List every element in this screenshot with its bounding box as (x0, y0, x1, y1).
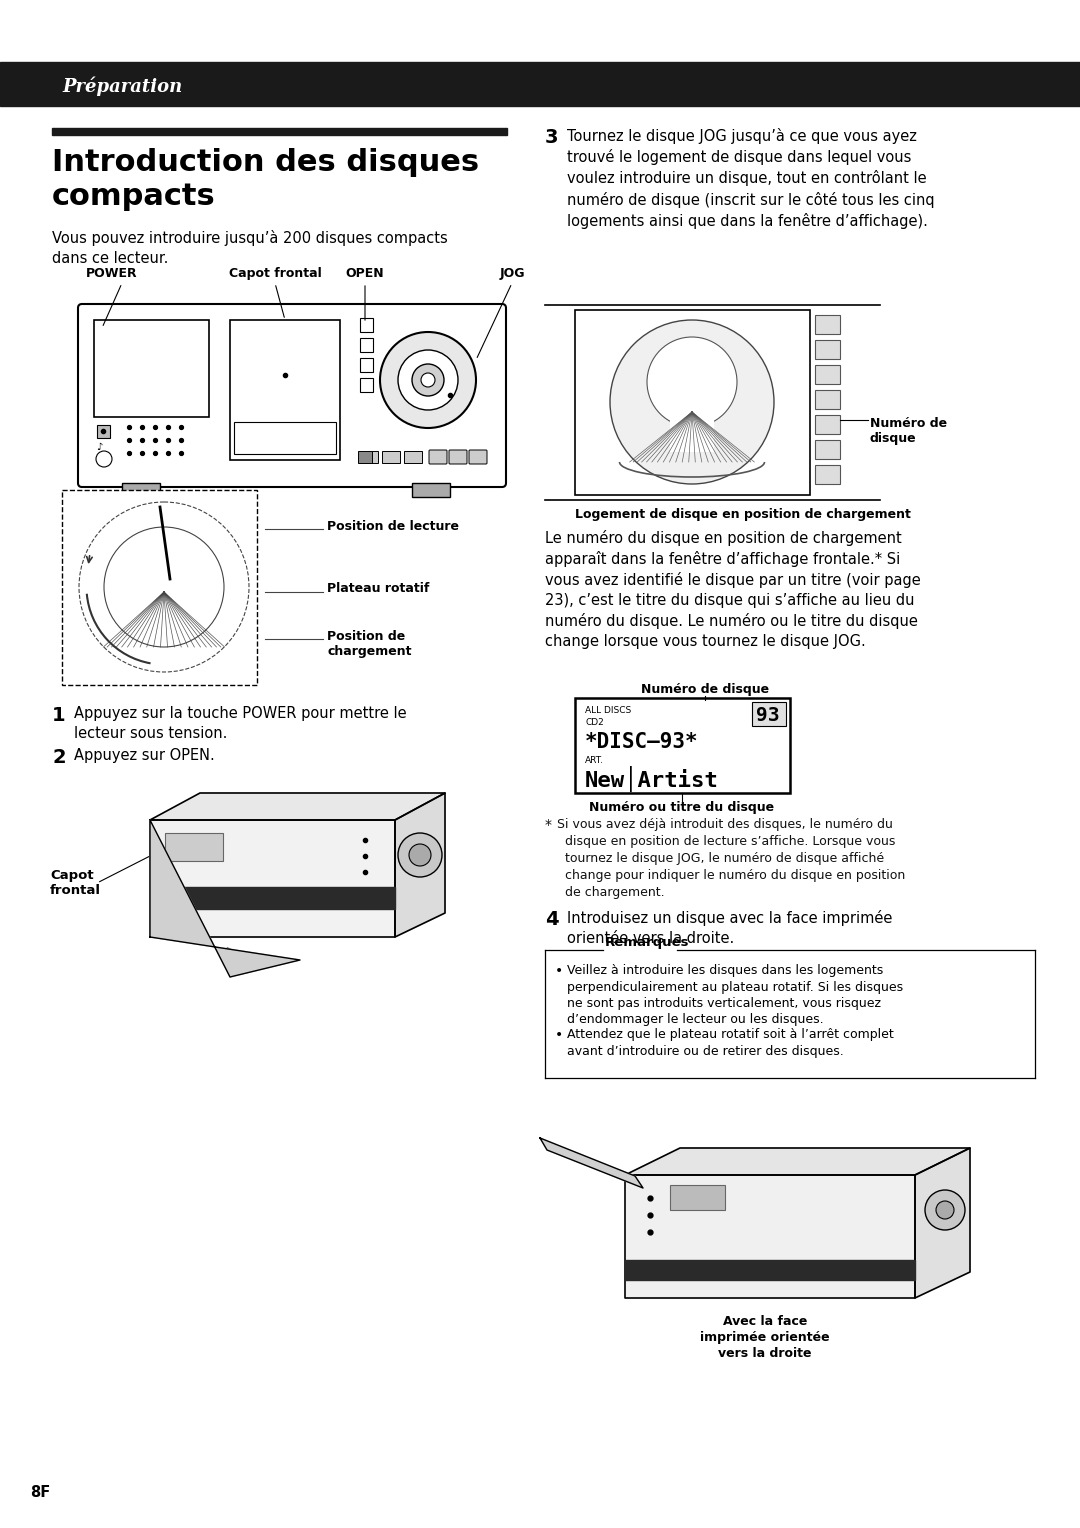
Bar (360, 338, 373, 351)
Bar (411, 483, 450, 497)
Text: ALL DISCS: ALL DISCS (585, 706, 631, 715)
Text: ART.: ART. (585, 756, 604, 766)
Text: •: • (555, 964, 564, 978)
FancyBboxPatch shape (469, 451, 487, 465)
Text: Logement de disque en position de chargement: Logement de disque en position de charge… (575, 507, 910, 521)
Circle shape (409, 843, 431, 866)
FancyBboxPatch shape (429, 451, 447, 465)
Text: Appuyez sur la touche POWER pour mettre le
lecteur sous tension.: Appuyez sur la touche POWER pour mettre … (75, 706, 407, 741)
Bar (0, 63, 1080, 105)
Bar (150, 886, 395, 909)
Text: 8F: 8F (30, 1485, 51, 1500)
Text: Attendez que le plateau rotatif soit à l’arrêt complet
avant d’introduire ou de : Attendez que le plateau rotatif soit à l… (567, 1028, 894, 1057)
Bar (625, 1261, 915, 1280)
Text: frontal: frontal (50, 885, 102, 897)
Circle shape (399, 833, 442, 877)
Bar (357, 451, 372, 463)
Text: Veillez à introduire les disques dans les logements
perpendiculairement au plate: Veillez à introduire les disques dans le… (567, 964, 903, 1027)
Text: Plateau rotatif: Plateau rotatif (327, 582, 430, 596)
Text: ♪: ♪ (96, 442, 103, 452)
Circle shape (924, 1190, 966, 1230)
Text: Vous pouvez introduire jusqu’à 200 disques compacts
dans ce lecteur.: Vous pouvez introduire jusqu’à 200 disqu… (52, 231, 448, 266)
Circle shape (647, 338, 737, 426)
Text: Numéro de
disque: Numéro de disque (870, 417, 947, 445)
Circle shape (411, 364, 444, 396)
Bar (360, 377, 373, 393)
Text: 3: 3 (545, 128, 558, 147)
Text: Position de: Position de (327, 630, 405, 642)
Bar (815, 315, 840, 335)
Bar (670, 1186, 725, 1210)
Bar (815, 416, 840, 434)
Text: 93: 93 (756, 706, 780, 724)
Circle shape (380, 332, 476, 428)
Bar (815, 390, 840, 410)
Text: Si vous avez déjà introduit des disques, le numéro du
  disque en position de le: Si vous avez déjà introduit des disques,… (557, 817, 905, 898)
Bar (360, 358, 373, 371)
Bar (575, 698, 789, 793)
Bar (52, 128, 507, 134)
Polygon shape (395, 793, 445, 937)
Polygon shape (150, 821, 395, 937)
Bar (815, 440, 840, 458)
Text: Capot frontal: Capot frontal (229, 267, 322, 280)
Bar (165, 833, 222, 860)
Polygon shape (150, 793, 445, 821)
Text: Le numéro du disque en position de chargement
apparaît dans la fenêtre d’afficha: Le numéro du disque en position de charg… (545, 530, 921, 649)
Bar (230, 319, 340, 460)
Text: 2: 2 (52, 749, 66, 767)
Text: 4: 4 (545, 911, 558, 929)
FancyBboxPatch shape (78, 304, 507, 487)
FancyBboxPatch shape (449, 451, 467, 465)
Text: •: • (555, 1028, 564, 1042)
Text: 1: 1 (52, 706, 66, 724)
Bar (752, 701, 786, 726)
Text: POWER: POWER (86, 267, 138, 280)
Text: New│Artist: New│Artist (585, 766, 719, 792)
Text: OPEN: OPEN (346, 267, 384, 280)
Polygon shape (915, 1148, 970, 1297)
Text: *DISC–93*: *DISC–93* (585, 732, 699, 752)
Text: Position de lecture: Position de lecture (327, 520, 459, 532)
Text: Introduction des disques: Introduction des disques (52, 148, 480, 177)
Text: Préparation: Préparation (62, 76, 183, 96)
Bar (94, 319, 210, 417)
Circle shape (421, 373, 435, 387)
Bar (62, 490, 257, 685)
Text: JOG: JOG (499, 267, 525, 280)
Bar (234, 422, 336, 454)
Text: Avec la face
imprimée orientée
vers la droite: Avec la face imprimée orientée vers la d… (700, 1316, 829, 1360)
Bar (815, 465, 840, 484)
Circle shape (936, 1201, 954, 1219)
Bar (360, 451, 378, 463)
Bar (404, 451, 422, 463)
Bar (670, 382, 714, 452)
Text: Numéro de disque: Numéro de disque (640, 683, 769, 695)
Circle shape (399, 350, 458, 410)
Text: chargement: chargement (327, 645, 411, 657)
Text: Capot: Capot (50, 868, 94, 882)
Bar (382, 451, 400, 463)
Text: CD2: CD2 (585, 718, 604, 727)
Bar (815, 341, 840, 359)
Polygon shape (540, 1138, 643, 1187)
Text: compacts: compacts (52, 182, 216, 211)
Bar (360, 318, 373, 332)
Circle shape (610, 319, 774, 484)
Text: Introduisez un disque avec la face imprimée
orientée vers la droite.: Introduisez un disque avec la face impri… (567, 911, 892, 946)
Polygon shape (625, 1175, 915, 1297)
Bar (97, 425, 110, 439)
Text: Tournez le disque JOG jusqu’à ce que vous ayez
trouvé le logement de disque dans: Tournez le disque JOG jusqu’à ce que vou… (567, 128, 934, 229)
Bar (122, 483, 160, 497)
Bar (815, 365, 840, 384)
Text: Appuyez sur OPEN.: Appuyez sur OPEN. (75, 749, 215, 762)
Text: Remarques: Remarques (605, 937, 689, 949)
Polygon shape (150, 821, 300, 976)
Text: Numéro ou titre du disque: Numéro ou titre du disque (590, 801, 774, 814)
Bar (575, 310, 810, 495)
Text: *: * (545, 817, 552, 833)
Polygon shape (625, 1148, 970, 1175)
